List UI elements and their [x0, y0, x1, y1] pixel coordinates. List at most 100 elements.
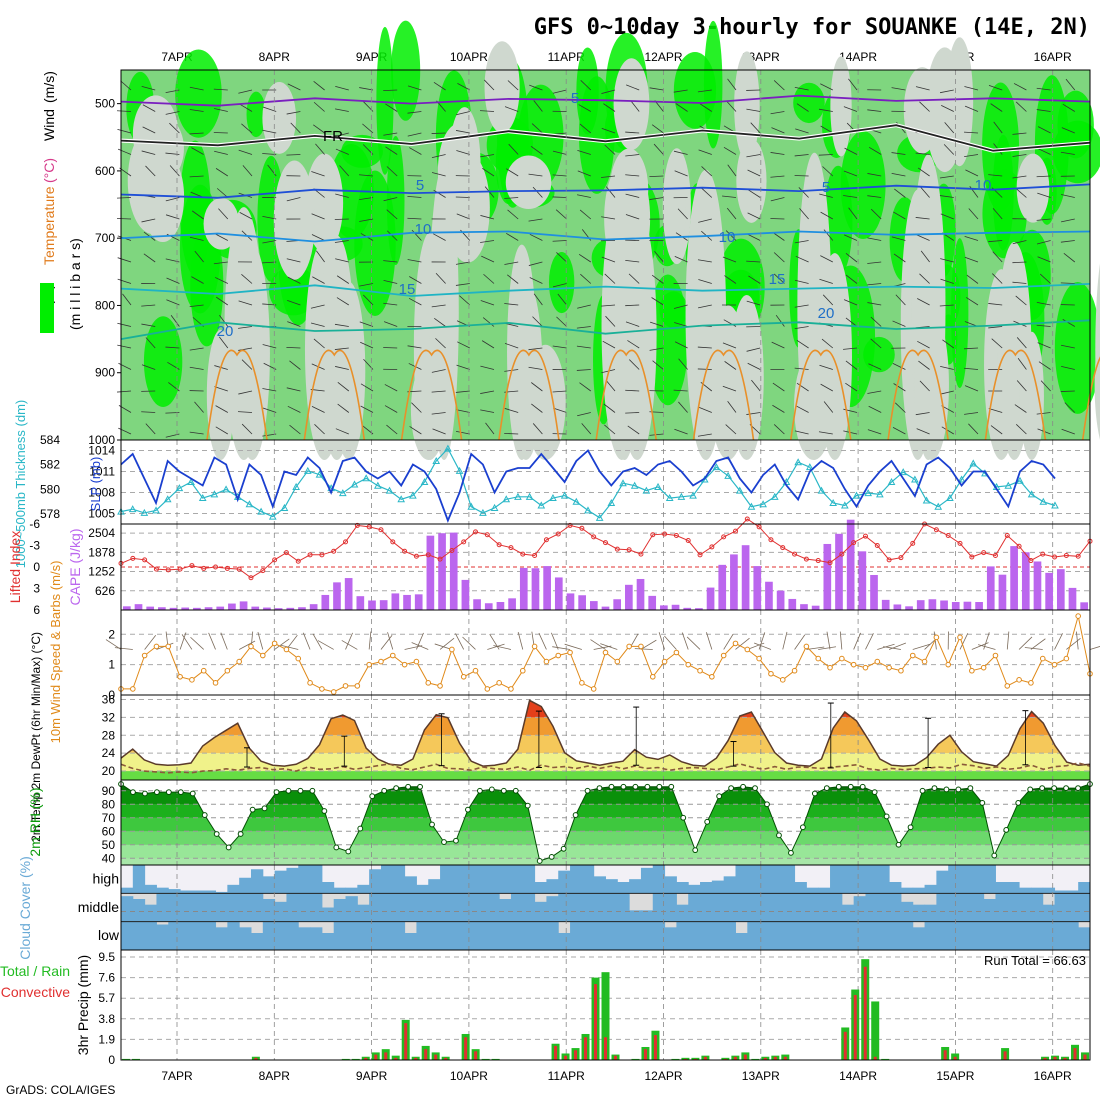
- lifted-index-point: [449, 548, 455, 554]
- wind-barb: [649, 87, 664, 91]
- wind-barb: [218, 208, 229, 220]
- wind-speed-point: [413, 658, 420, 665]
- wind-barb: [508, 143, 519, 155]
- wind-barb: [988, 408, 1003, 413]
- wind-barb: [870, 316, 882, 327]
- wind-barb: [493, 645, 512, 650]
- cloud-cell: [995, 893, 1008, 922]
- wind-barb: [1040, 380, 1051, 392]
- wind-speed-point: [1051, 661, 1058, 668]
- wind-speed-point: [342, 683, 349, 689]
- cloud-cell: [853, 865, 866, 894]
- wind-barb: [839, 631, 843, 650]
- cape-bar: [449, 532, 458, 610]
- wind-barb: [782, 631, 788, 650]
- cloud-cell: [168, 889, 181, 894]
- wind-speed-point: [626, 643, 632, 650]
- wind-barb: [552, 240, 567, 242]
- cloud-cell: [853, 921, 866, 950]
- wind-barb: [978, 644, 996, 650]
- wind-barb: [485, 422, 495, 435]
- wind-barb: [848, 78, 858, 91]
- lifted-index-point: [685, 537, 691, 543]
- cape-bar: [566, 593, 575, 610]
- ylabel-total-rain: Total / Rain: [0, 963, 70, 979]
- precip-convective-bar: [594, 984, 598, 1060]
- cloud-cell: [676, 921, 689, 950]
- wind-barb: [868, 405, 882, 413]
- lifted-tick-label: 0: [33, 560, 40, 574]
- lifted-index-point: [555, 531, 561, 537]
- precip-convective-bar: [943, 1050, 947, 1060]
- wind-barb: [504, 303, 519, 306]
- thickness-point: [689, 491, 697, 499]
- wind-barb: [457, 83, 470, 91]
- wind-speed-point: [661, 658, 668, 665]
- wind-barb: [120, 80, 132, 91]
- cloud-cell: [770, 893, 784, 922]
- wind-barb: [238, 640, 256, 650]
- rh-upper-bg: [121, 780, 1090, 861]
- rh-moist-area: [143, 316, 183, 408]
- wind-barb: [360, 405, 374, 413]
- thickness-point: [479, 508, 487, 516]
- wind-barb: [313, 80, 325, 91]
- wind-barb: [775, 314, 785, 327]
- slp-tick-label: 1005: [88, 507, 115, 521]
- wind-barb: [407, 259, 422, 263]
- thickness-point: [1039, 497, 1048, 505]
- wind-barb: [1016, 380, 1027, 392]
- thickness-point: [1027, 490, 1036, 498]
- precip-convective-bar: [853, 994, 857, 1060]
- cloud-cell: [664, 876, 677, 894]
- wind-speed-point: [898, 667, 904, 674]
- wind-barb: [726, 207, 737, 220]
- rh-dry-area: [273, 160, 316, 280]
- wind-barb: [359, 218, 374, 222]
- cloud-cell: [841, 904, 855, 922]
- wind-barb: [917, 340, 930, 349]
- precip-convective-bar: [554, 1045, 558, 1060]
- lifted-index-point: [650, 532, 656, 538]
- cape-bar: [718, 564, 727, 610]
- cape-bar: [298, 607, 306, 610]
- cloud-cell: [404, 933, 417, 950]
- cape-bar: [543, 566, 551, 610]
- wind-barb: [964, 154, 979, 157]
- wind-barb: [964, 412, 979, 415]
- wind-barb: [257, 632, 264, 650]
- lifted-index-point: [614, 546, 620, 552]
- rh-point: [1003, 827, 1010, 833]
- precip-convective-bar: [394, 1057, 398, 1060]
- wind-barb: [189, 347, 204, 351]
- pressure-tick-label: 900: [95, 366, 115, 380]
- wind-barb: [870, 208, 882, 220]
- cloud-cell: [274, 901, 287, 922]
- cloud-cell: [262, 921, 276, 950]
- wind-barb: [794, 240, 809, 244]
- wind-barb: [625, 321, 640, 327]
- rh-point: [453, 837, 459, 844]
- cape-bar: [846, 519, 855, 610]
- cloud-cell: [629, 910, 642, 922]
- wind-barb: [339, 165, 350, 177]
- wind-barb: [746, 412, 761, 415]
- wind-barb: [747, 169, 761, 177]
- cloud-cell: [487, 865, 500, 894]
- wind-barb: [480, 300, 495, 306]
- precip-total-bar: [751, 1058, 760, 1060]
- rh-point: [811, 790, 818, 797]
- wind-barb: [843, 299, 858, 306]
- lifted-index-point: [272, 557, 278, 563]
- wind-barb: [311, 406, 325, 413]
- precip-convective-bar: [374, 1054, 378, 1060]
- rh-moist-area: [703, 20, 723, 149]
- lifted-index-point: [1004, 532, 1010, 538]
- wind-barb: [917, 167, 930, 177]
- precip-convective-bar: [604, 1037, 607, 1060]
- thickness-point: [537, 501, 546, 509]
- cloud-cell: [700, 882, 713, 894]
- contour-label: 20: [818, 305, 835, 322]
- wind-barb: [455, 261, 470, 265]
- wind-barb: [796, 339, 809, 349]
